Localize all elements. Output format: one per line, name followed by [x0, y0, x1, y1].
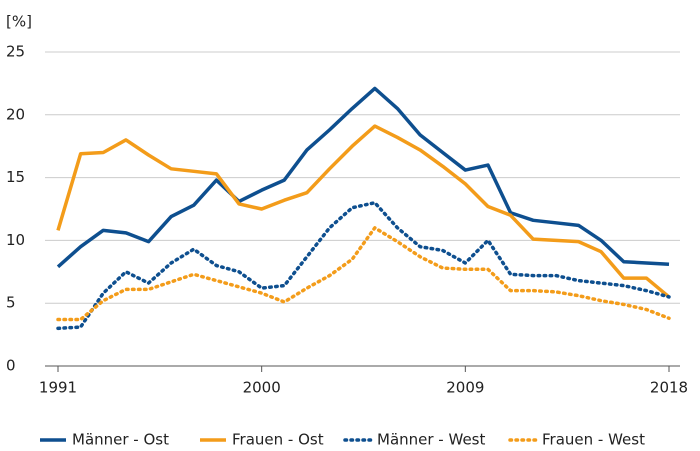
y-tick-label: 0	[6, 357, 16, 375]
y-axis-label: [%]	[6, 13, 32, 31]
series-line	[56, 124, 671, 299]
x-tick-label: 2018	[650, 379, 688, 397]
series-line	[56, 200, 671, 331]
y-tick-label: 15	[6, 168, 25, 186]
legend-label: Männer - West	[377, 431, 485, 449]
legend-label: Frauen - West	[542, 431, 645, 449]
series-line	[56, 226, 671, 322]
x-tick-label: 1991	[39, 379, 77, 397]
y-tick-label: 25	[6, 43, 25, 61]
y-tick-label: 20	[6, 105, 25, 123]
x-tick-label: 2009	[446, 379, 484, 397]
legend-label: Männer - Ost	[72, 431, 169, 449]
y-tick-label: 10	[6, 231, 25, 249]
legend-label: Frauen - Ost	[232, 431, 324, 449]
series-line	[56, 86, 670, 269]
y-tick-label: 5	[6, 294, 16, 312]
x-tick-label: 2000	[243, 379, 281, 397]
